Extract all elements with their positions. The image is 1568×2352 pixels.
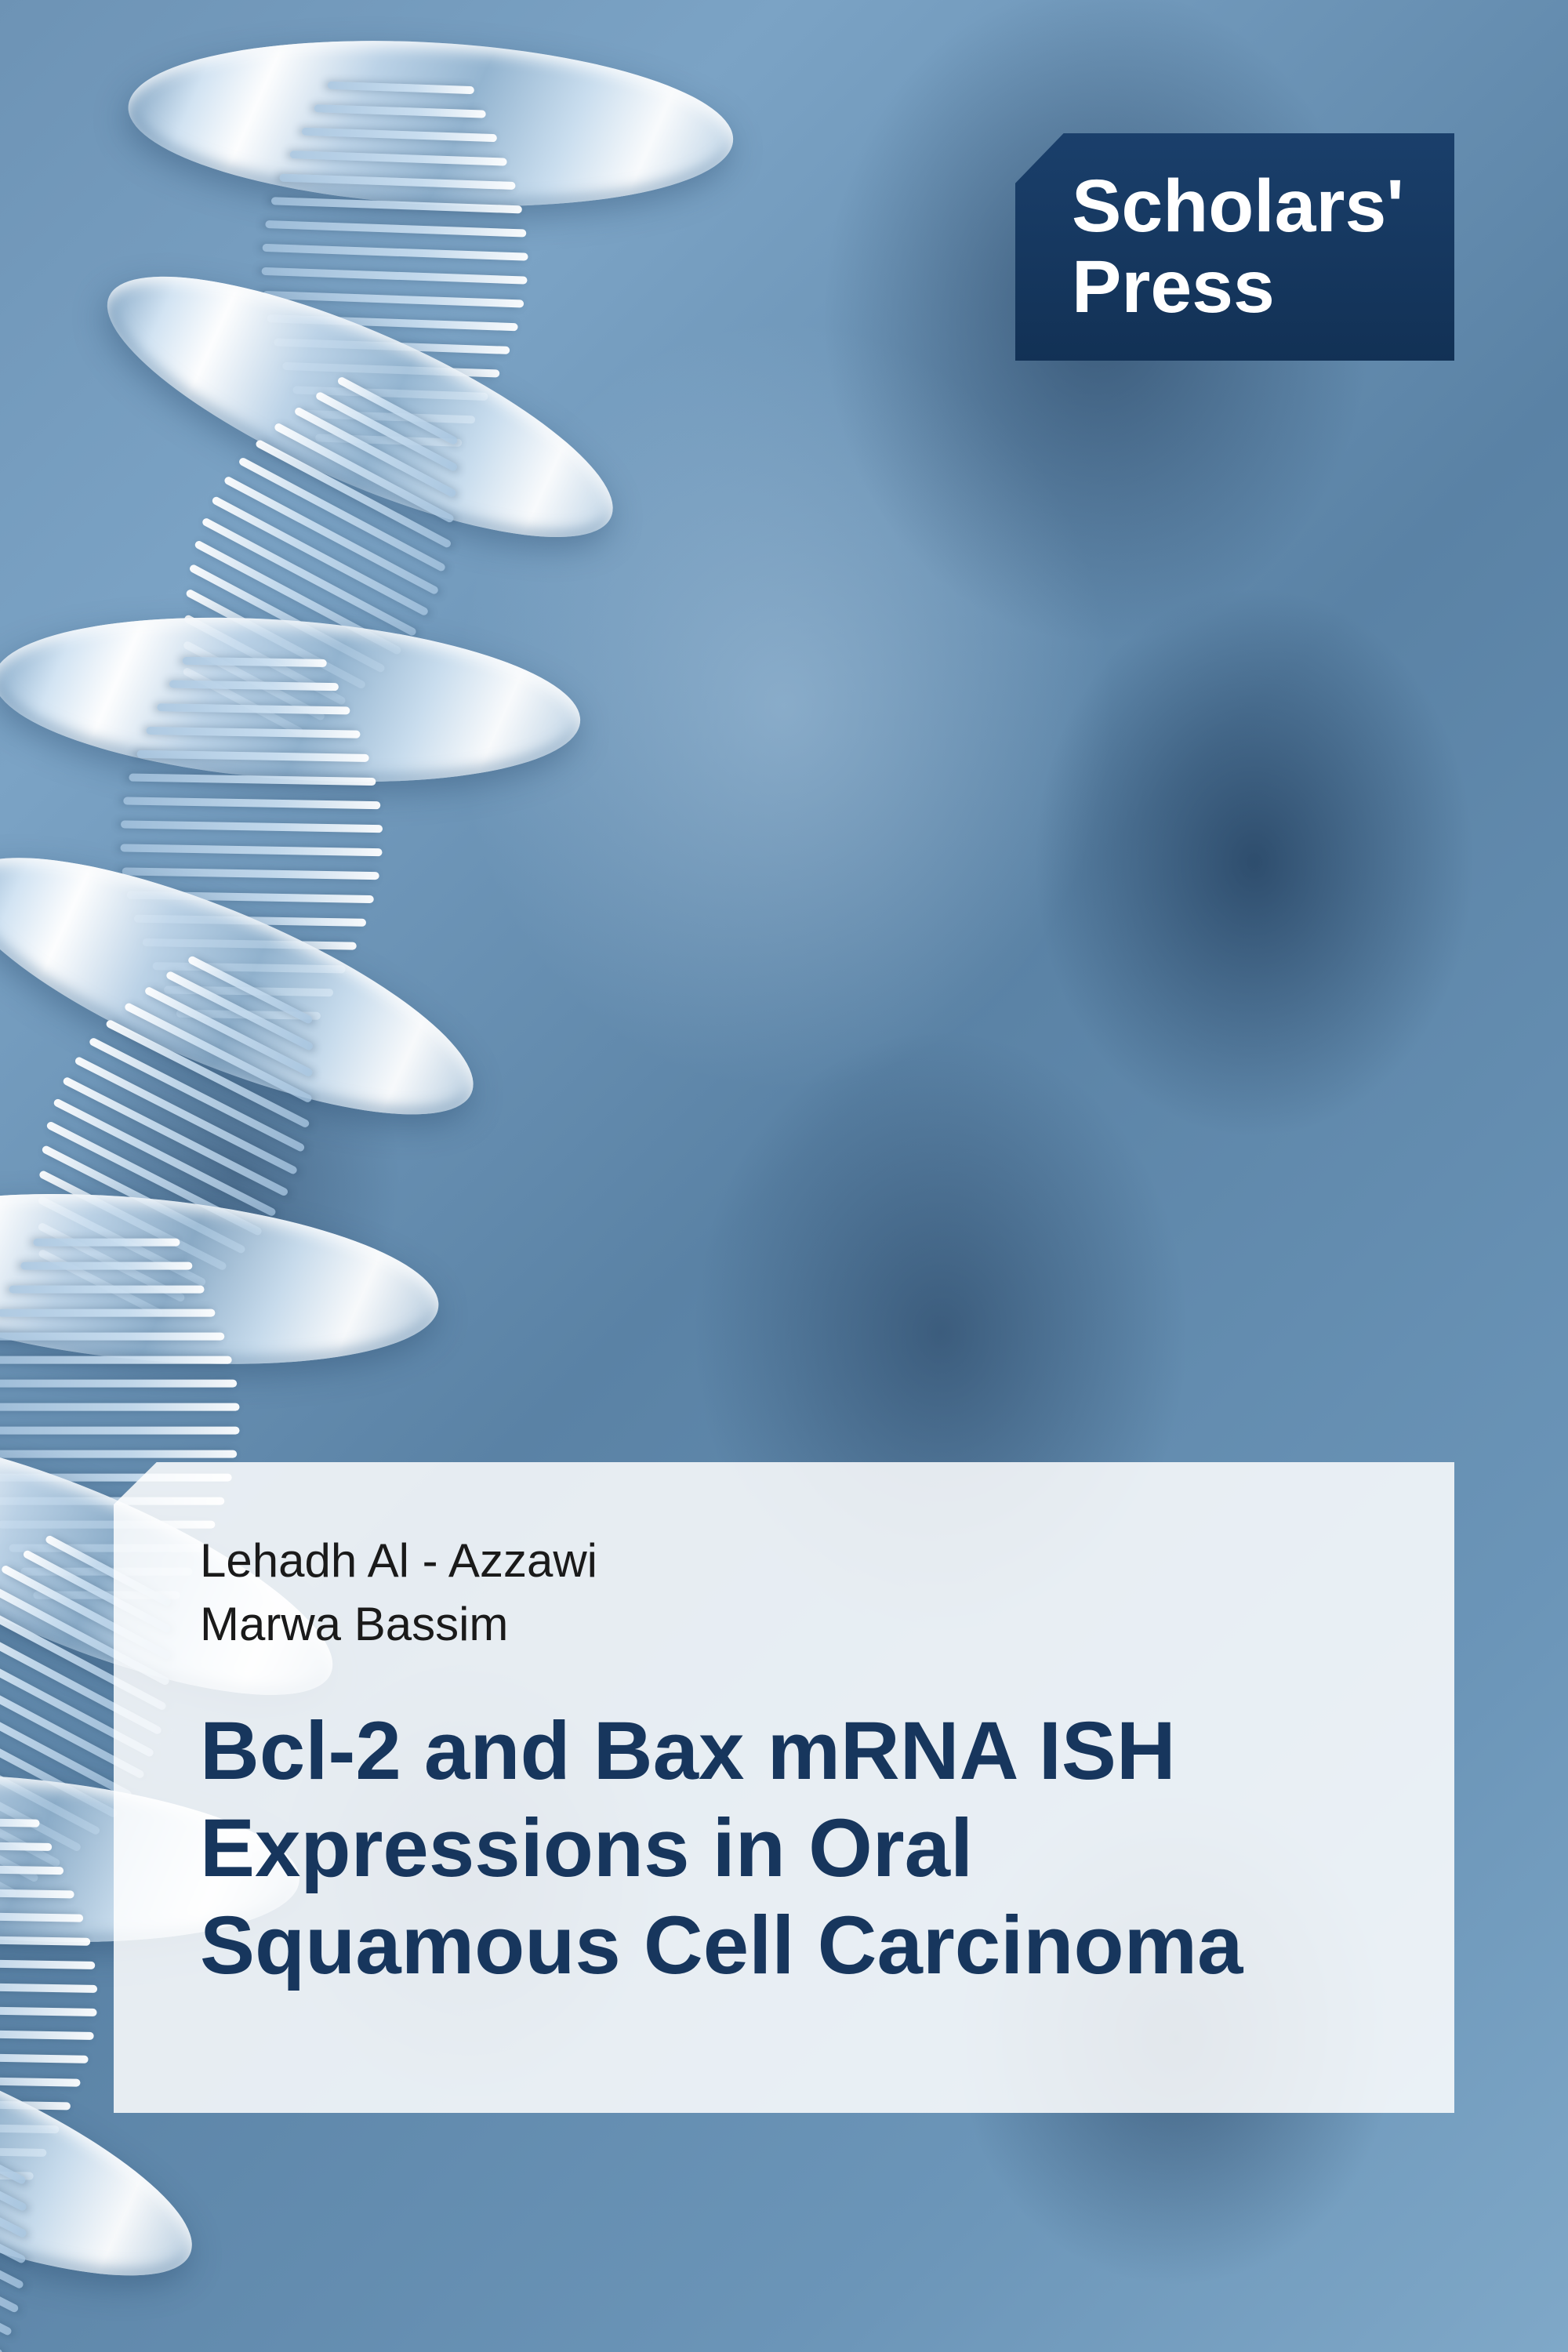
publisher-name: Scholars' Press (1072, 166, 1404, 327)
publisher-badge: Scholars' Press (1015, 133, 1454, 361)
authors-text: Lehadh Al - Azzawi Marwa Bassim (200, 1529, 1384, 1656)
title-panel: Lehadh Al - Azzawi Marwa Bassim Bcl-2 an… (114, 1462, 1454, 2113)
book-cover: Scholars' Press Lehadh Al - Azzawi Marwa… (0, 0, 1568, 2352)
book-title: Bcl-2 and Bax mRNA ISH Expressions in Or… (200, 1703, 1384, 1994)
